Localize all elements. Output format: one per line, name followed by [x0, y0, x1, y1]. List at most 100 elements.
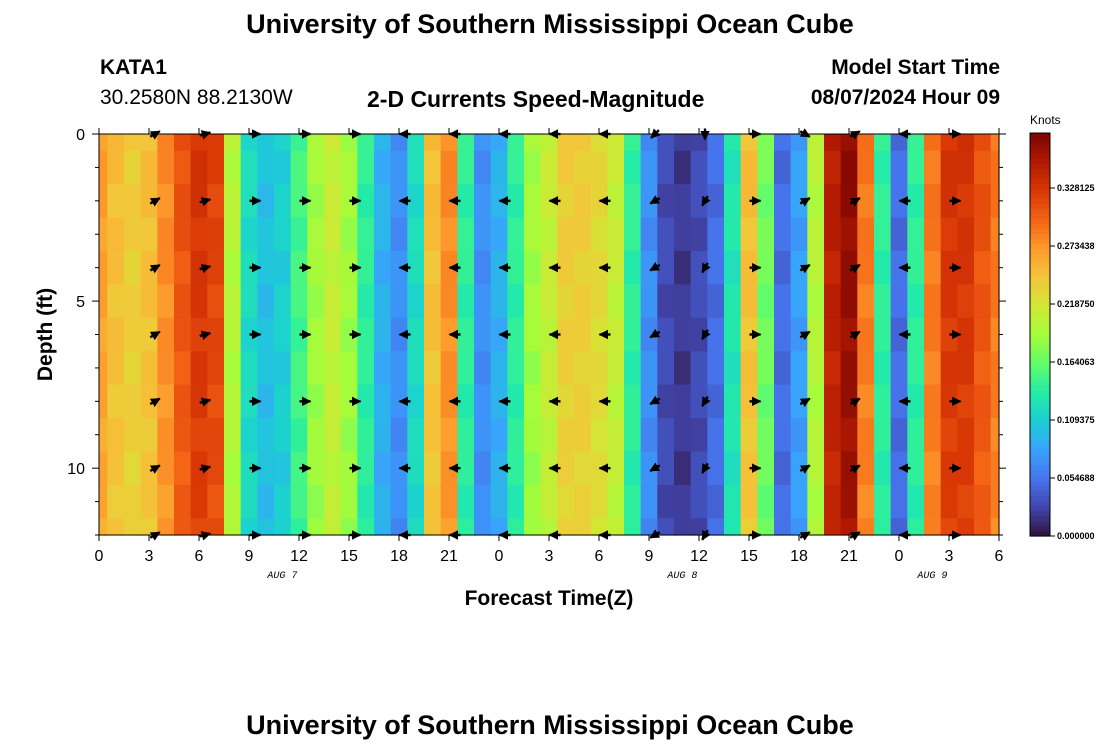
y-tick-label: 10	[67, 461, 85, 478]
heatmap-cell	[974, 384, 992, 419]
heatmap-cell	[907, 150, 925, 185]
heatmap-cell	[624, 451, 642, 486]
heatmap-cell	[640, 451, 658, 486]
heatmap-cell	[974, 184, 992, 219]
y-axis-label: Depth (ft)	[34, 288, 57, 381]
heatmap-cell	[574, 284, 592, 319]
heatmap-cell	[157, 134, 175, 152]
heatmap-cell	[557, 418, 575, 453]
current-arrow	[199, 263, 212, 274]
heatmap-cell	[490, 418, 508, 453]
heatmap-cell	[124, 217, 142, 252]
heatmap-cell	[340, 418, 358, 453]
heatmap-cell	[124, 484, 142, 519]
heatmap-cell	[107, 384, 125, 419]
heatmap-cell	[607, 134, 625, 152]
heatmap-cell	[99, 284, 108, 319]
colorbar-segment	[1030, 435, 1050, 441]
heatmap-cell	[307, 351, 325, 386]
heatmap-cell	[474, 418, 492, 453]
heatmap-cell	[140, 384, 158, 419]
heatmap-cell	[407, 134, 425, 152]
heatmap-cell	[674, 484, 692, 519]
heatmap-cell	[524, 484, 542, 519]
heatmap-cell	[290, 384, 308, 419]
heatmap-cell	[407, 384, 425, 419]
heatmap-cell	[940, 418, 958, 453]
heatmap-cell	[757, 250, 775, 285]
heatmap-cell	[340, 451, 358, 486]
current-arrow	[701, 462, 711, 474]
heatmap-cell	[840, 217, 858, 252]
heatmap-cell	[124, 134, 142, 152]
heatmap-cell	[99, 518, 108, 536]
heatmap-cell	[174, 484, 192, 519]
current-arrow	[799, 197, 811, 207]
heatmap-cell	[774, 384, 792, 419]
heatmap-cell	[857, 184, 875, 219]
heatmap-cell	[107, 451, 125, 486]
heatmap-cell	[357, 250, 375, 285]
heatmap-cell	[840, 284, 858, 319]
colorbar-segment	[1030, 505, 1050, 512]
heatmap-cell	[424, 518, 442, 536]
heatmap-cell	[774, 518, 792, 536]
heatmap-cell	[224, 284, 242, 319]
colorbar-segment	[1030, 399, 1050, 406]
heatmap-cell	[807, 184, 825, 219]
heatmap-cell	[990, 351, 1000, 386]
heatmap-cell	[274, 317, 292, 352]
heatmap-cell	[774, 418, 792, 453]
colorbar-segment	[1030, 213, 1050, 220]
heatmap-cell	[190, 134, 208, 152]
heatmap-cell	[340, 150, 358, 185]
heatmap-cell	[224, 250, 242, 285]
heatmap-cell	[774, 217, 792, 252]
heatmap-cell	[890, 217, 908, 252]
heatmap-cell	[857, 384, 875, 419]
heatmap-cell	[724, 250, 742, 285]
heatmap-cell	[657, 217, 675, 252]
heatmap-cell	[757, 351, 775, 386]
heatmap-cell	[957, 451, 975, 486]
current-arrow	[149, 397, 161, 408]
heatmap-cell	[424, 150, 442, 185]
heatmap-cell	[924, 134, 942, 152]
heatmap-cell	[624, 150, 642, 185]
heatmap-cell	[807, 418, 825, 453]
current-arrow	[849, 263, 861, 274]
heatmap-cell	[874, 484, 892, 519]
x-tick-label: 9	[645, 548, 654, 565]
heatmap-cell	[890, 484, 908, 519]
heatmap-cell	[674, 384, 692, 419]
heatmap-cell	[274, 150, 292, 185]
heatmap-cell	[374, 217, 392, 252]
heatmap-cell	[307, 284, 325, 319]
heatmap-cell	[140, 351, 158, 386]
heatmap-cell	[974, 351, 992, 386]
heatmap-cell	[974, 518, 992, 536]
heatmap-cell	[324, 217, 342, 252]
heatmap-cell	[524, 317, 542, 352]
date-label: AUG 9	[916, 571, 947, 582]
heatmap-cell	[290, 484, 308, 519]
heatmap-cell	[457, 317, 475, 352]
heatmap-cell	[357, 317, 375, 352]
heatmap-cell	[174, 134, 192, 152]
heatmap-cell	[924, 317, 942, 352]
heatmap-cell	[574, 184, 592, 219]
heatmap-cell	[257, 351, 275, 386]
heatmap-cell	[190, 451, 208, 486]
current-arrow	[649, 328, 661, 339]
heatmap-cell	[307, 418, 325, 453]
heatmap-cell	[574, 484, 592, 519]
heatmap-cell	[990, 150, 1000, 185]
heatmap-cell	[674, 351, 692, 386]
heatmap-cell	[507, 250, 525, 285]
current-arrow	[849, 330, 861, 341]
heatmap-cell	[940, 217, 958, 252]
heatmap-cell	[357, 451, 375, 486]
heatmap-cell	[507, 150, 525, 185]
colorbar-tick-label: 0.109375	[1057, 415, 1095, 425]
